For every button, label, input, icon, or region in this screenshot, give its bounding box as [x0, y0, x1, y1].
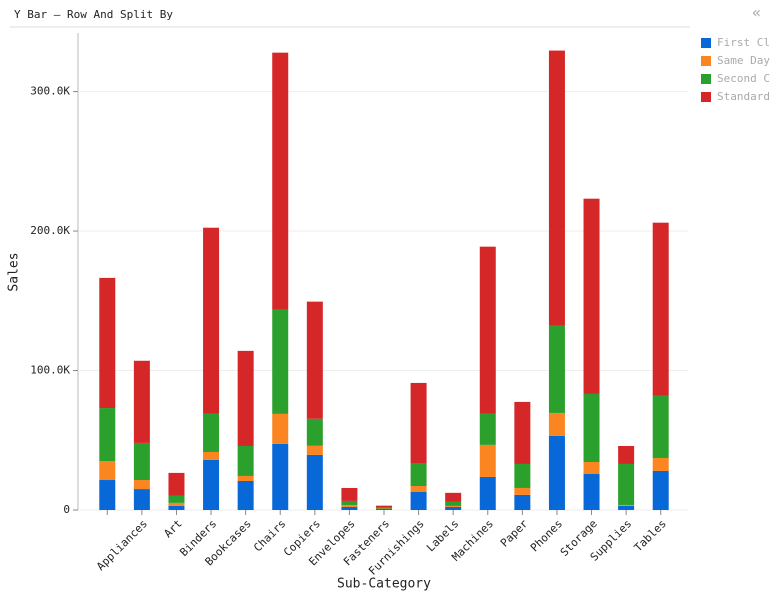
bar-segment [376, 509, 392, 510]
legend-label: Same Day [717, 54, 770, 67]
bar-segment [203, 451, 220, 460]
bar-segment [479, 413, 496, 445]
x-axis-label: Sub-Category [337, 577, 431, 592]
chart-title: Y Bar – Row And Split By [14, 8, 173, 21]
bar-segment [445, 492, 462, 502]
bar-segment [306, 301, 323, 419]
bar-segment [618, 463, 635, 505]
x-tick-label: Appliances [94, 517, 150, 573]
y-tick-label: 0 [63, 503, 70, 516]
bar-segment [341, 504, 358, 507]
bar-segment [548, 435, 565, 510]
bar-segment [99, 408, 116, 462]
bar-segment [237, 350, 254, 446]
bar-segment [652, 395, 669, 458]
bar-segment [168, 502, 185, 506]
bar-segment [203, 459, 220, 510]
x-tick-label: Paper [498, 517, 531, 550]
collapse-icon[interactable]: « [752, 4, 761, 22]
legend-swatch [701, 56, 711, 66]
bar-segment [306, 418, 323, 446]
bar-segment [203, 413, 220, 452]
bar-segment [445, 506, 462, 510]
bar-segment [548, 325, 565, 413]
bar-segment [410, 382, 427, 463]
bar-segment [376, 507, 392, 509]
bar-segment [514, 401, 531, 464]
legend-swatch [701, 74, 711, 84]
bar-segment [583, 474, 600, 510]
y-tick-label: 300.0K [30, 85, 70, 98]
bar-segment [445, 501, 462, 506]
bar-segment [237, 445, 254, 476]
y-tick-label: 100.0K [30, 364, 70, 377]
x-tick-label: Tables [632, 517, 669, 554]
bar-segment [272, 309, 289, 414]
y-axis-label: Sales [7, 252, 22, 291]
bar-segment [583, 198, 600, 394]
bar-segment [652, 470, 669, 510]
bar-segment [479, 476, 496, 510]
bar-segment [133, 489, 150, 510]
bar-segment [341, 506, 358, 510]
bar-segment [548, 412, 565, 436]
bar-segment [133, 480, 150, 490]
bar-segment [583, 393, 600, 463]
legend-label: First Cl [717, 36, 770, 49]
bar-segment [272, 443, 289, 510]
bar-segment [514, 487, 531, 495]
bar-segment [652, 457, 669, 471]
bar-segment [514, 494, 531, 510]
bar-segment [133, 442, 150, 481]
bar-segment [376, 505, 392, 508]
bar-segment [306, 445, 323, 455]
bar-segment [99, 277, 116, 409]
bar-segment [548, 50, 565, 326]
bar-segment [306, 454, 323, 510]
bar-segment [410, 462, 427, 487]
bar-segment [237, 475, 254, 481]
bar-segment [341, 500, 358, 505]
bar-segment [618, 505, 635, 510]
bar-segment [652, 222, 669, 396]
bar-segment [168, 472, 185, 496]
x-tick-label: Art [161, 517, 184, 540]
bar-segment [272, 413, 289, 444]
bar-segment [341, 487, 358, 501]
bar-segment [514, 463, 531, 488]
bar-segment [479, 246, 496, 414]
legend-label: Second C [717, 72, 770, 85]
bar-segment [618, 445, 635, 464]
bar-segment [168, 505, 185, 510]
legend-swatch [701, 38, 711, 48]
bar-segment [410, 492, 427, 510]
bar-segment [237, 480, 254, 510]
legend-label: Standard [717, 90, 770, 103]
bar-segment [99, 461, 116, 481]
bar-segment [203, 227, 220, 414]
bar-segment [272, 52, 289, 310]
bar-segment [168, 495, 185, 503]
y-tick-label: 200.0K [30, 224, 70, 237]
bar-segment [445, 505, 462, 507]
bar-segment [410, 486, 427, 493]
bar-segment [479, 444, 496, 477]
bar-segment [618, 504, 635, 506]
bar-segment [133, 360, 150, 443]
legend-swatch [701, 92, 711, 102]
bar-segment [583, 462, 600, 475]
bar-segment [99, 480, 116, 510]
